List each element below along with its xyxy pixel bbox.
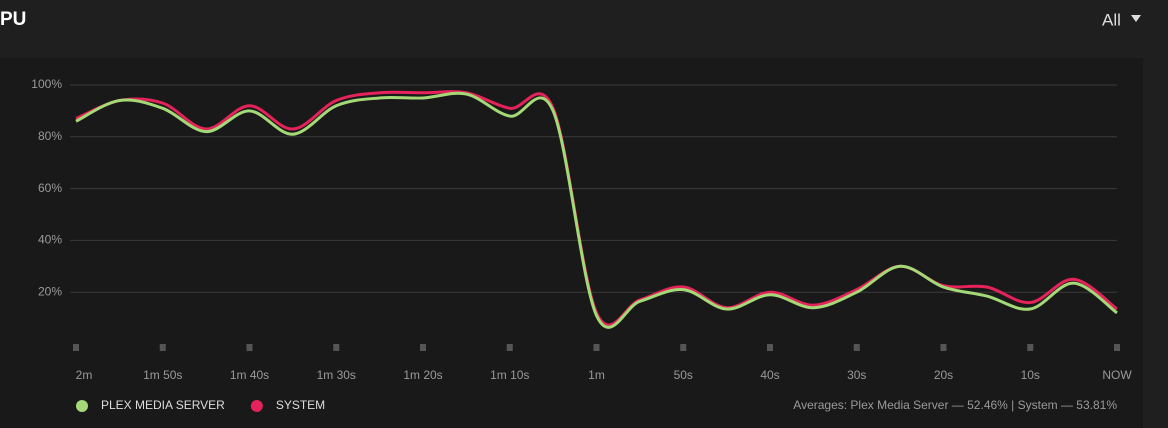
x-tick bbox=[940, 344, 947, 351]
x-tick-label: 10s bbox=[1021, 368, 1040, 382]
y-tick-label: 20% bbox=[38, 284, 62, 298]
legend-label: SYSTEM bbox=[276, 398, 325, 412]
x-tick bbox=[246, 344, 253, 351]
x-tick-label: NOW bbox=[1102, 368, 1132, 382]
x-tick bbox=[506, 344, 513, 351]
x-tick bbox=[420, 344, 426, 351]
x-tick-label: 1m bbox=[588, 368, 605, 382]
averages: Averages: Plex Media Server — 52.46% | S… bbox=[793, 398, 1117, 412]
x-tick-label: 1m 10s bbox=[490, 368, 529, 382]
legend-swatch bbox=[76, 400, 88, 412]
y-tick-label: 80% bbox=[38, 129, 62, 143]
legend-swatch bbox=[250, 400, 263, 412]
panel-title: PU bbox=[0, 9, 26, 30]
x-tick-label: 30s bbox=[847, 368, 866, 382]
x-tick-label: 40s bbox=[760, 368, 779, 382]
y-tick-label: 40% bbox=[38, 233, 62, 247]
x-tick bbox=[333, 344, 340, 351]
chart-panel bbox=[0, 58, 1143, 428]
x-tick bbox=[853, 344, 860, 351]
x-tick-label: 1m 50s bbox=[143, 368, 182, 382]
y-tick-label: 100% bbox=[31, 77, 62, 91]
x-tick-label: 1m 20s bbox=[403, 368, 442, 382]
x-tick bbox=[680, 344, 687, 351]
x-tick bbox=[1114, 344, 1120, 351]
dropdown-arrow[interactable] bbox=[1131, 15, 1141, 22]
legend-label: PLEX MEDIA SERVER bbox=[101, 398, 225, 412]
x-tick bbox=[593, 344, 600, 351]
x-tick-label: 1m 30s bbox=[317, 368, 356, 382]
x-tick-label: 50s bbox=[674, 368, 693, 382]
series-line bbox=[75, 91, 1118, 329]
x-tick bbox=[73, 344, 79, 351]
y-tick-label: 60% bbox=[38, 181, 62, 195]
x-tick-label: 1m 40s bbox=[230, 368, 269, 382]
x-tick-label: 2m bbox=[76, 368, 93, 382]
x-tick bbox=[1027, 344, 1034, 351]
filter-label[interactable]: All bbox=[1102, 10, 1121, 29]
x-tick-label: 20s bbox=[934, 368, 953, 382]
x-tick bbox=[159, 344, 166, 351]
filter-dropdown[interactable]: All bbox=[1102, 10, 1141, 29]
x-tick bbox=[767, 344, 773, 351]
